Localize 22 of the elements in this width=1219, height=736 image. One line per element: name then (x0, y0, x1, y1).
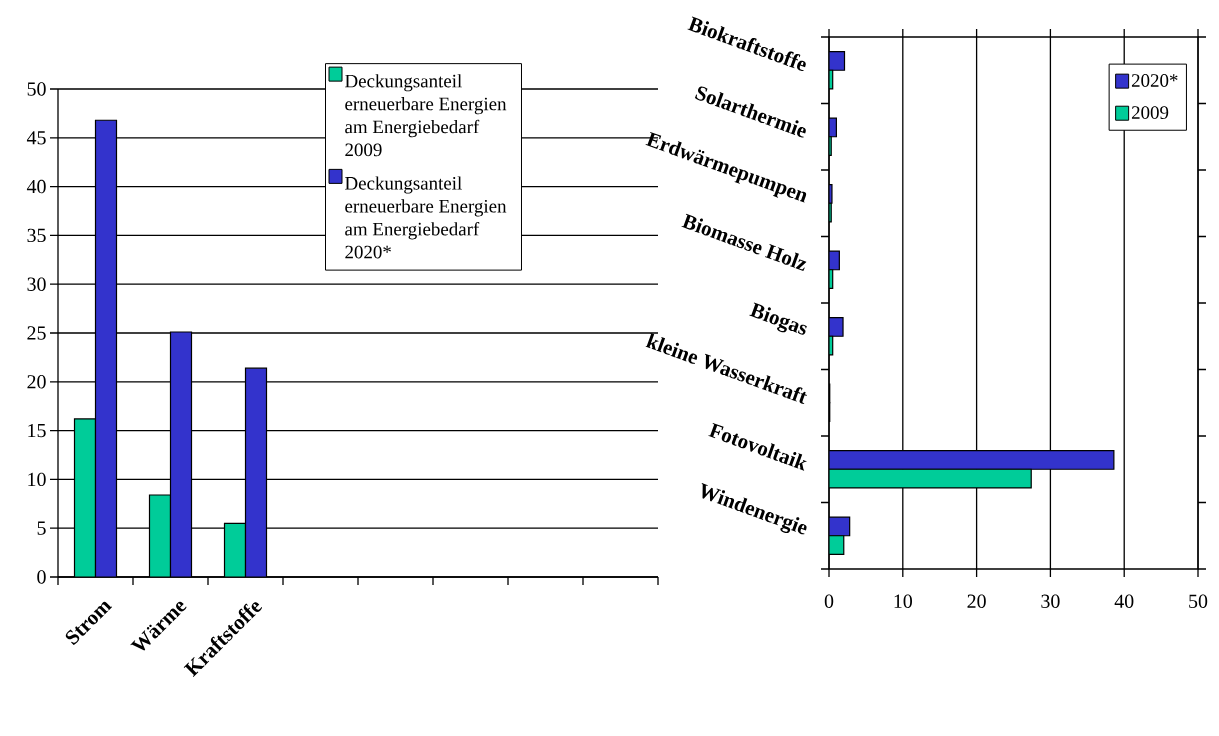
x-tick-label: 10 (894, 594, 913, 608)
legend-label: Deckungsanteil erneuerbare Energien am Energiebedarf 2020* (345, 176, 507, 259)
x-tick-label: 30 (1041, 594, 1060, 608)
y-tick-label: 15 (28, 423, 46, 438)
y-tick-label: 10 (28, 472, 46, 487)
x-tick-label: 50 (1189, 594, 1208, 608)
legend-label: Deckungsanteil erneuerbare Energien am Energiebedarf 2009 (345, 74, 507, 157)
y-tick-label: 45 (26, 131, 46, 145)
x-tick-label: 0 (824, 594, 834, 608)
y-tick-label: Biogas (749, 302, 807, 335)
y-tick-label: 0 (37, 570, 46, 584)
y-tick-label: 5 (37, 521, 46, 535)
x-tick-label: 40 (1114, 594, 1134, 608)
legend-label: 2009 (1131, 106, 1169, 119)
legend-label: 2020* (1131, 74, 1178, 87)
x-tick-label: 20 (967, 594, 986, 608)
y-tick-label: 30 (27, 277, 46, 291)
y-tick-label: 40 (26, 179, 46, 194)
y-tick-label: 20 (27, 375, 46, 389)
y-tick-label: 25 (27, 326, 46, 340)
y-tick-label: 50 (27, 82, 46, 96)
y-tick-label: 35 (27, 228, 46, 243)
